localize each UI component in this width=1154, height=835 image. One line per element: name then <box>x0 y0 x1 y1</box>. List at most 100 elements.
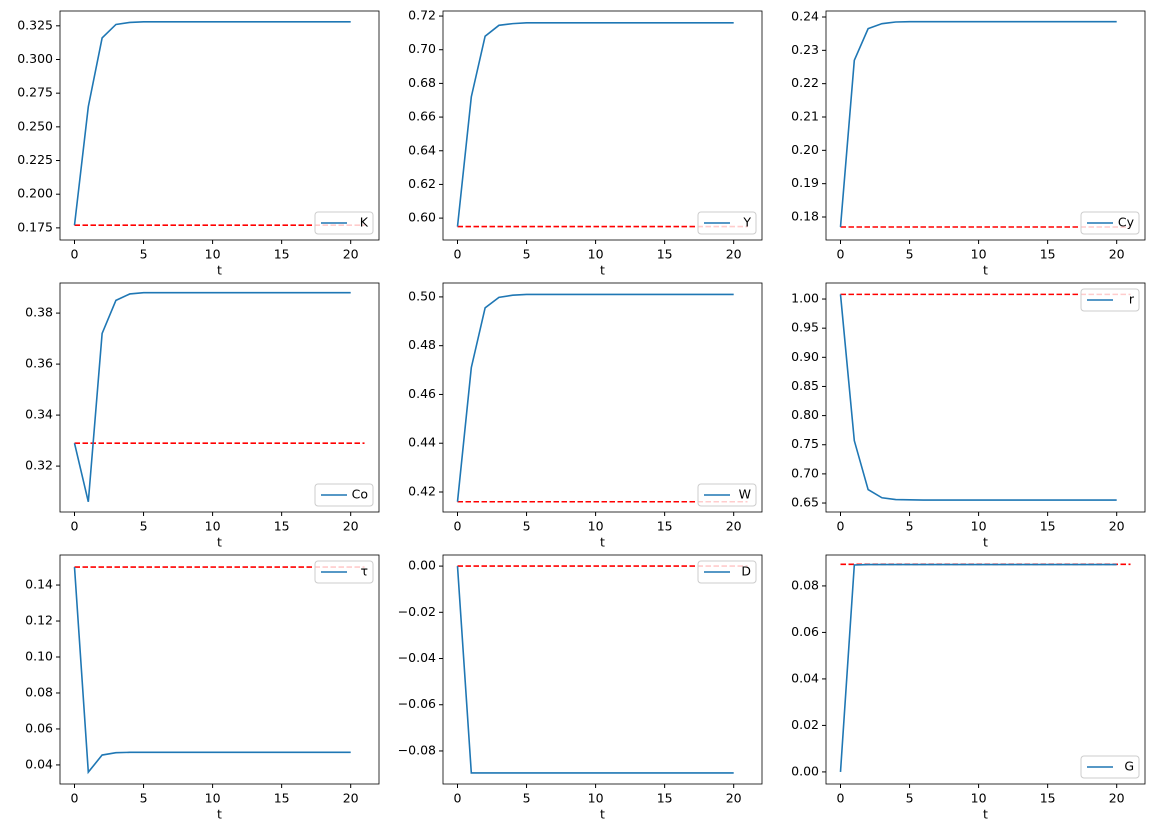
x-tick-label: 20 <box>343 791 359 806</box>
y-tick-label: 0.225 <box>17 152 53 167</box>
legend-label: D <box>741 564 751 579</box>
x-tick-label: 0 <box>837 519 845 534</box>
x-tick-label: 15 <box>1040 791 1056 806</box>
x-tick-label: 20 <box>1109 247 1125 262</box>
data-line <box>73 20 351 226</box>
y-tick-label: 0.66 <box>408 109 436 124</box>
x-axis-label: t <box>217 807 222 822</box>
x-tick-label: 0 <box>71 519 79 534</box>
y-tick-label: 0.175 <box>17 219 53 234</box>
x-axis-label: t <box>600 263 605 278</box>
legend-label: G <box>1124 759 1134 774</box>
axes-frame <box>59 10 380 241</box>
y-tick-label: 0.32 <box>25 458 53 473</box>
x-tick-label: 0 <box>837 247 845 262</box>
x-tick-label: 15 <box>1040 247 1056 262</box>
x-axis-label: t <box>217 263 222 278</box>
y-tick-label: 0.48 <box>408 337 436 352</box>
y-tick-label: 0.200 <box>17 186 53 201</box>
x-axis-label: t <box>983 807 988 822</box>
y-tick-label: 0.21 <box>791 109 819 124</box>
y-tick-label: 1.00 <box>791 291 819 306</box>
y-tick-label: 0.46 <box>408 386 436 401</box>
legend-label: r <box>1129 292 1135 307</box>
x-tick-label: 20 <box>1109 791 1125 806</box>
plot-area <box>60 11 379 240</box>
x-tick-label: 20 <box>1109 519 1125 534</box>
x-tick-label: 0 <box>71 247 79 262</box>
x-tick-label: 10 <box>588 247 604 262</box>
y-tick-label: 0.70 <box>408 41 436 56</box>
x-tick-label: 5 <box>523 791 531 806</box>
data-line <box>839 20 1117 228</box>
plot-area <box>60 555 379 784</box>
x-tick-label: 10 <box>588 519 604 534</box>
axes-frame <box>825 10 1146 241</box>
data-line <box>73 291 351 502</box>
plot-area <box>826 283 1145 512</box>
y-tick-label: 0.19 <box>791 175 819 190</box>
data-line <box>839 294 1117 501</box>
data-line <box>73 566 351 775</box>
y-tick-label: 0.50 <box>408 288 436 303</box>
axes-frame <box>442 554 763 785</box>
y-tick-label: 0.06 <box>791 624 819 639</box>
x-tick-label: 5 <box>140 247 148 262</box>
y-tick-label: 0.22 <box>791 75 819 90</box>
data-line <box>839 563 1117 772</box>
axes-frame <box>59 554 380 785</box>
x-tick-label: 10 <box>205 247 221 262</box>
y-tick-label: 0.90 <box>791 349 819 364</box>
y-tick-label: 0.08 <box>791 577 819 592</box>
x-tick-label: 15 <box>274 791 290 806</box>
y-tick-label: 0.60 <box>408 210 436 225</box>
x-tick-label: 20 <box>726 247 742 262</box>
y-tick-label: 0.06 <box>25 720 53 735</box>
y-tick-label: 0.70 <box>791 465 819 480</box>
y-tick-label: 0.72 <box>408 8 436 23</box>
x-tick-label: 15 <box>657 519 673 534</box>
x-tick-label: 15 <box>657 791 673 806</box>
x-axis-label: t <box>983 263 988 278</box>
x-tick-label: 5 <box>140 791 148 806</box>
axes-frame <box>59 282 380 513</box>
y-tick-label: 0.95 <box>791 320 819 335</box>
y-tick-label: 0.04 <box>25 756 53 771</box>
y-tick-label: 0.00 <box>408 558 436 573</box>
x-tick-label: 5 <box>140 519 148 534</box>
y-tick-label: 0.64 <box>408 142 436 157</box>
y-tick-label: 0.36 <box>25 356 53 371</box>
x-tick-label: 15 <box>657 247 673 262</box>
y-tick-label: 0.62 <box>408 176 436 191</box>
y-tick-label: 0.18 <box>791 209 819 224</box>
y-tick-label: 0.85 <box>791 378 819 393</box>
plot-area <box>443 555 762 784</box>
y-tick-label: −0.02 <box>398 604 436 619</box>
y-tick-label: 0.68 <box>408 75 436 90</box>
x-axis-label: t <box>600 535 605 550</box>
plot-area <box>443 11 762 240</box>
x-tick-label: 0 <box>71 791 79 806</box>
y-tick-label: 0.250 <box>17 118 53 133</box>
y-tick-label: 0.80 <box>791 407 819 422</box>
y-tick-label: 0.325 <box>17 17 53 32</box>
x-axis-label: t <box>600 807 605 822</box>
y-tick-label: 0.00 <box>791 763 819 778</box>
y-tick-label: 0.75 <box>791 436 819 451</box>
legend-label: Cy <box>1118 215 1135 230</box>
y-tick-label: 0.23 <box>791 42 819 57</box>
y-tick-label: 0.04 <box>791 670 819 685</box>
y-tick-label: 0.275 <box>17 85 53 100</box>
plot-area <box>443 283 762 512</box>
y-tick-label: 0.24 <box>791 9 819 24</box>
x-axis-label: t <box>217 535 222 550</box>
legend-label: τ <box>360 564 368 579</box>
x-tick-label: 0 <box>837 791 845 806</box>
x-tick-label: 15 <box>1040 519 1056 534</box>
y-tick-label: 0.42 <box>408 484 436 499</box>
axes-frame <box>442 282 763 513</box>
legend-label: W <box>739 487 751 502</box>
plot-area <box>826 11 1145 240</box>
y-tick-label: 0.65 <box>791 495 819 510</box>
